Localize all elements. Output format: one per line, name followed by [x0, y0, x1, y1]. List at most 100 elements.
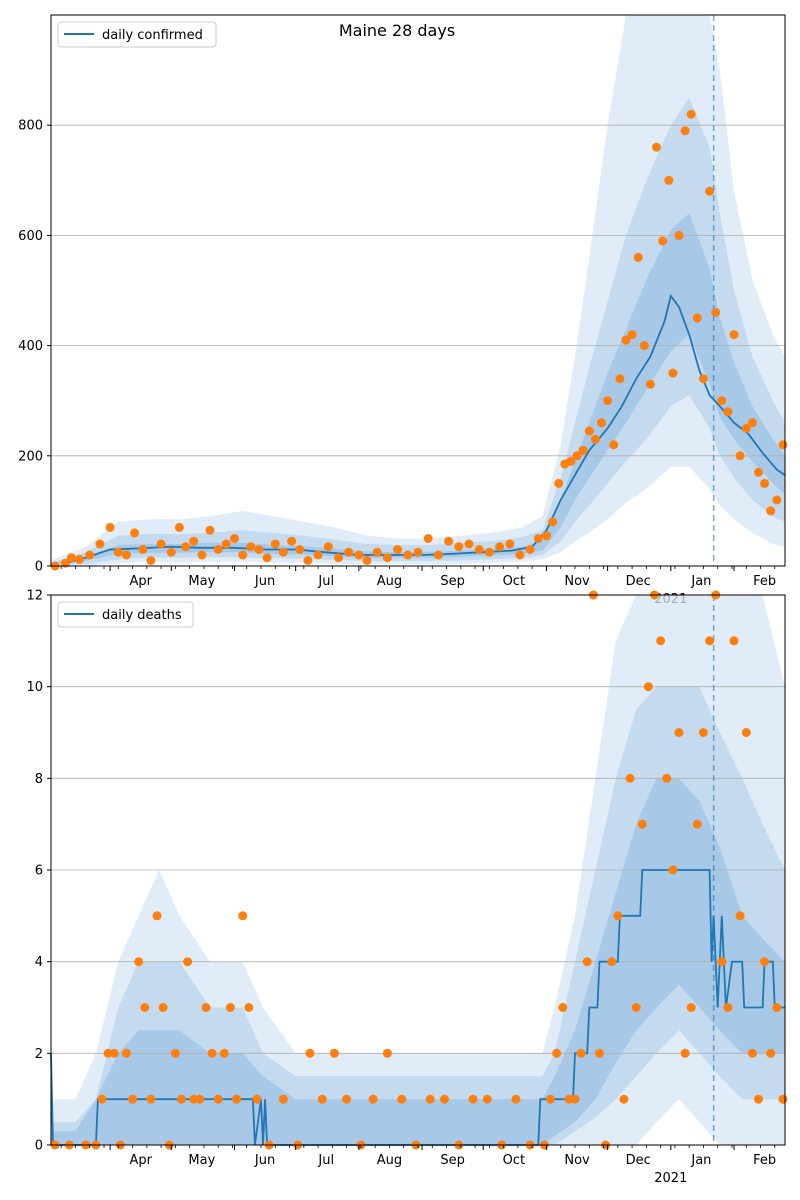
- deaths-x-tick-label: Dec: [626, 1153, 651, 1168]
- confirmed-data-point: [372, 547, 382, 557]
- confirmed-data-point: [413, 547, 423, 557]
- deaths-data-point: [468, 1094, 478, 1104]
- deaths-data-point: [546, 1094, 555, 1104]
- confirmed-band-inner: [51, 213, 785, 564]
- confirmed-y-tick-label: 800: [18, 119, 43, 134]
- confirmed-data-point: [717, 396, 727, 406]
- confirmed-x-tick-label: Dec: [626, 574, 651, 589]
- confirmed-data-point: [262, 553, 272, 563]
- confirmed-y-axis: 0 200 400 600 800: [18, 119, 51, 575]
- confirmed-data-point: [686, 109, 696, 119]
- confirmed-data-point: [741, 423, 751, 433]
- confirmed-data-point: [525, 545, 535, 554]
- confirmed-data-point: [664, 175, 674, 185]
- deaths-data-point: [631, 1003, 641, 1012]
- confirmed-x-tick-label: Feb: [753, 574, 776, 589]
- confirmed-legend-box: [57, 21, 217, 48]
- deaths-x-tick-label: May: [188, 1153, 215, 1168]
- confirmed-observed-points: [50, 109, 788, 571]
- confirmed-data-point: [66, 553, 76, 563]
- deaths-data-point: [692, 819, 702, 829]
- deaths-data-point: [252, 1094, 262, 1104]
- confirmed-data-point: [505, 539, 515, 549]
- deaths-data-point: [576, 1048, 586, 1058]
- confirmed-data-point: [621, 335, 631, 345]
- deaths-x-tick-label: Jul: [317, 1153, 334, 1168]
- confirmed-data-point: [711, 308, 721, 317]
- confirmed-uncertainty-bands: [51, 15, 785, 566]
- confirmed-data-point: [270, 539, 280, 549]
- confirmed-data-point: [221, 539, 231, 549]
- deaths-data-point: [170, 1048, 180, 1058]
- deaths-x-axis: Apr May Jun Jul Aug Sep Oct Nov Dec Jan Feb 2021: [60, 1145, 776, 1186]
- deaths-data-point: [177, 1094, 186, 1104]
- deaths-data-point: [778, 1094, 788, 1104]
- confirmed-data-point: [334, 553, 343, 563]
- confirmed-data-point: [584, 426, 594, 436]
- confirmed-data-point: [213, 545, 223, 554]
- confirmed-data-point: [609, 440, 619, 450]
- deaths-data-point: [625, 773, 635, 783]
- confirmed-data-point: [423, 534, 433, 543]
- deaths-data-point: [698, 728, 708, 737]
- confirmed-chart: 0 200 400 600 800 Apr May Jun Jul Aug Sep Oct Nov De…: [18, 14, 788, 607]
- confirmed-data-point: [323, 542, 333, 552]
- deaths-data-point: [729, 636, 739, 646]
- confirmed-y-tick-label: 400: [18, 339, 43, 354]
- confirmed-data-point: [495, 542, 505, 552]
- confirmed-data-point: [295, 545, 305, 554]
- confirmed-x-tick-label: Jun: [254, 574, 275, 589]
- confirmed-data-point: [146, 556, 156, 565]
- confirmed-data-point: [130, 528, 140, 538]
- confirmed-data-point: [189, 536, 199, 546]
- confirmed-data-point: [735, 451, 745, 461]
- deaths-data-point: [582, 957, 592, 967]
- deaths-data-point: [482, 1094, 492, 1104]
- confirmed-data-point: [166, 547, 176, 557]
- deaths-data-point: [382, 1048, 392, 1058]
- deaths-data-point: [558, 1003, 568, 1012]
- confirmed-data-point: [287, 536, 297, 546]
- confirmed-data-point: [121, 550, 131, 560]
- confirmed-data-point: [138, 545, 148, 554]
- deaths-data-point: [668, 865, 678, 875]
- deaths-data-point: [766, 1048, 776, 1058]
- deaths-chart: 0 2 4 6 8 10 12 Apr May Jun Jul Aug Sep Oct Nov Dec Jan…: [26, 589, 788, 1186]
- deaths-data-point: [397, 1094, 407, 1104]
- confirmed-data-point: [692, 313, 702, 323]
- deaths-legend-label: daily deaths: [102, 608, 182, 623]
- confirmed-data-point: [60, 558, 70, 568]
- deaths-data-point: [705, 636, 715, 646]
- confirmed-data-point: [729, 330, 739, 340]
- confirmed-x-tick-label: Jul: [317, 574, 334, 589]
- confirmed-data-point: [766, 506, 776, 516]
- deaths-data-point: [225, 1003, 235, 1012]
- deaths-data-point: [607, 957, 617, 967]
- confirmed-data-point: [723, 407, 733, 417]
- confirmed-legend-label: daily confirmed: [102, 28, 203, 43]
- deaths-data-point: [674, 728, 684, 737]
- deaths-data-point: [183, 957, 193, 967]
- confirmed-x-tick-label: Oct: [503, 574, 525, 589]
- confirmed-data-point: [760, 478, 770, 488]
- confirmed-data-point: [515, 550, 525, 560]
- deaths-legend-box: [57, 601, 194, 628]
- confirmed-data-point: [680, 126, 690, 136]
- confirmed-data-point: [238, 550, 248, 560]
- confirmed-data-point: [572, 451, 582, 461]
- confirmed-data-point: [474, 545, 484, 554]
- confirmed-data-point: [484, 547, 494, 557]
- deaths-data-point: [140, 1003, 150, 1012]
- deaths-data-point: [317, 1094, 327, 1104]
- confirmed-data-point: [278, 547, 288, 557]
- confirmed-data-point: [603, 396, 613, 406]
- deaths-data-point: [201, 1003, 211, 1012]
- chart-title: Maine 28 days: [339, 21, 455, 40]
- confirmed-x-tick-label: Aug: [377, 574, 402, 589]
- deaths-data-point: [305, 1048, 315, 1058]
- confirmed-data-point: [393, 545, 403, 554]
- confirmed-data-point: [566, 456, 576, 466]
- deaths-data-point: [195, 1094, 205, 1104]
- confirmed-data-point: [533, 534, 543, 543]
- confirmed-data-point: [197, 550, 207, 560]
